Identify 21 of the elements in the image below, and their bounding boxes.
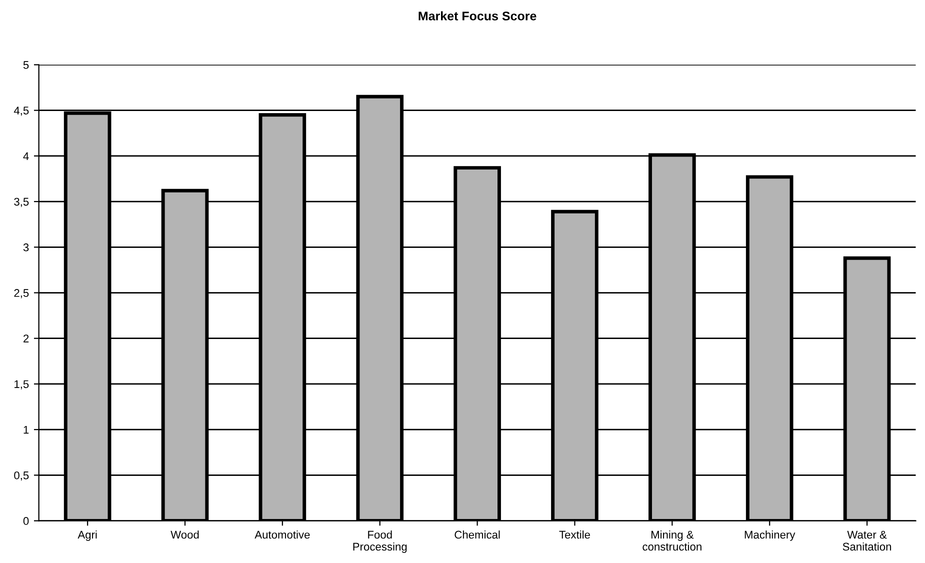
x-tick-label: Food Processing [353, 530, 407, 553]
y-tick-label: 1,5 [14, 380, 29, 390]
x-tick-label: Wood [170, 530, 199, 539]
chart-title: Market Focus Score [418, 11, 536, 20]
y-tick-label: 3 [23, 243, 29, 252]
y-tick-label: 2,5 [14, 289, 29, 298]
x-tick-label: Machinery [744, 530, 796, 541]
x-tick-label: Textile [559, 530, 590, 539]
y-tick-label: 5 [23, 61, 29, 69]
y-tick-label: 0 [23, 517, 29, 525]
y-tick-label: 3,5 [14, 198, 29, 207]
y-tick-label: 0,5 [14, 471, 29, 481]
x-tick-label: Water & Sanitation [842, 530, 892, 551]
y-tick-label: 1 [24, 426, 29, 434]
y-tick-label: 4,5 [14, 106, 29, 116]
x-tick-label: Agri [78, 530, 97, 541]
x-tick-label: Mining & construction [642, 530, 702, 551]
y-tick-label: 4 [23, 152, 29, 160]
y-tick-label: 2 [24, 334, 29, 342]
x-tick-label: Chemical [454, 530, 500, 539]
x-tick-label: Automotive [254, 530, 310, 539]
